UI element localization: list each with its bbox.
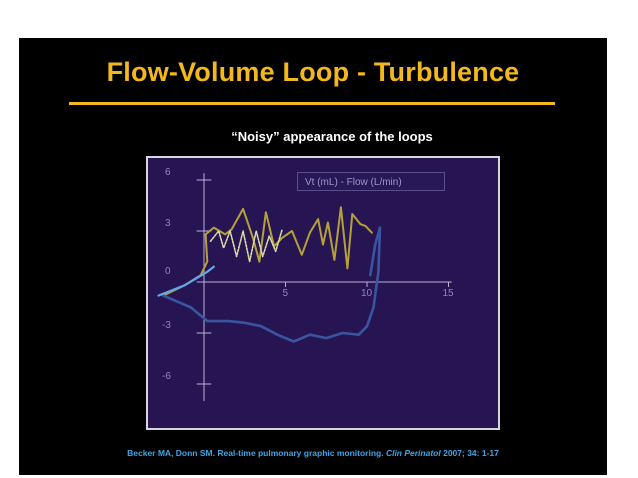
series-line-4 [157, 265, 215, 297]
title-underline [69, 102, 555, 105]
y-tick-label: 0 [165, 266, 171, 277]
series-line-2 [209, 228, 283, 263]
slide-subtitle: “Noisy” appearance of the loops [231, 129, 433, 144]
y-tick-label: 3 [165, 218, 171, 229]
series-line-3 [162, 226, 382, 343]
chart-title-box: Vt (mL) - Flow (L/min) [297, 172, 445, 191]
slide-title: Flow-Volume Loop - Turbulence [106, 57, 520, 87]
y-tick-label: 6 [165, 167, 171, 178]
citation-journal: Clin Perinatol [385, 448, 441, 458]
x-tick-label: 15 [442, 288, 454, 299]
x-tick-label: 5 [282, 288, 289, 299]
slide: Flow-Volume Loop - Turbulence “Noisy” ap… [19, 38, 607, 475]
y-tick-label: -6 [162, 371, 171, 382]
chart-canvas [157, 173, 452, 401]
series-line-1 [162, 206, 373, 297]
x-tick-label: 10 [361, 288, 373, 299]
citation-suffix: 2007; 34: 1-17 [440, 448, 499, 458]
flow-volume-chart: Vt (mL) - Flow (L/min) 6 3 0 -3 -6 5 10 15 [146, 156, 500, 430]
citation: Becker MA, Donn SM. Real-time pulmonary … [19, 448, 607, 458]
citation-prefix: Becker MA, Donn SM. Real-time pulmonary … [127, 448, 386, 458]
y-tick-label: -3 [162, 320, 171, 331]
